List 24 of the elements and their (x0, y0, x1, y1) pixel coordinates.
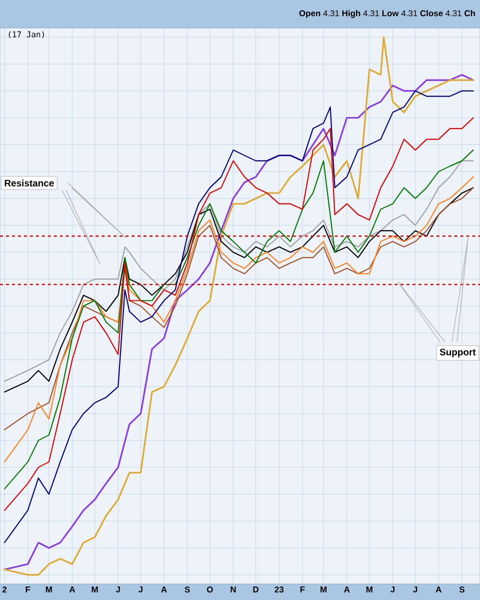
x-tick-label: A (436, 586, 442, 592)
x-tick-label: J (116, 586, 120, 592)
x-tick-label: F (26, 586, 30, 592)
x-tick-label: A (69, 586, 76, 592)
x-tick-label: A (344, 586, 350, 592)
x-tick-label: S (184, 586, 190, 593)
x-tick-label: S (459, 586, 464, 593)
x-tick-label: 2 (2, 586, 7, 592)
x-tick-label: 23 (274, 586, 284, 593)
x-tick-label: M (320, 586, 326, 592)
x-tick-label: J (138, 586, 142, 592)
x-tick-label: M (46, 586, 52, 592)
annotation: Resistance (4, 180, 54, 186)
x-tick-label: F (300, 586, 305, 592)
x-tick-label: N (230, 586, 236, 592)
x-tick-label: A (161, 586, 167, 592)
x-tick-label: J (390, 586, 395, 592)
x-tick-label: M (366, 586, 372, 592)
x-tick-label: J (413, 586, 418, 592)
x-tick-label: D (253, 586, 259, 592)
text: Open 4.31 High 4.31 Low 4.31 Close 4.31 Ch (299, 10, 475, 18)
annotation: Support (440, 348, 476, 358)
x-tick-label: M (92, 586, 98, 592)
x-tick-label: O (206, 586, 213, 593)
